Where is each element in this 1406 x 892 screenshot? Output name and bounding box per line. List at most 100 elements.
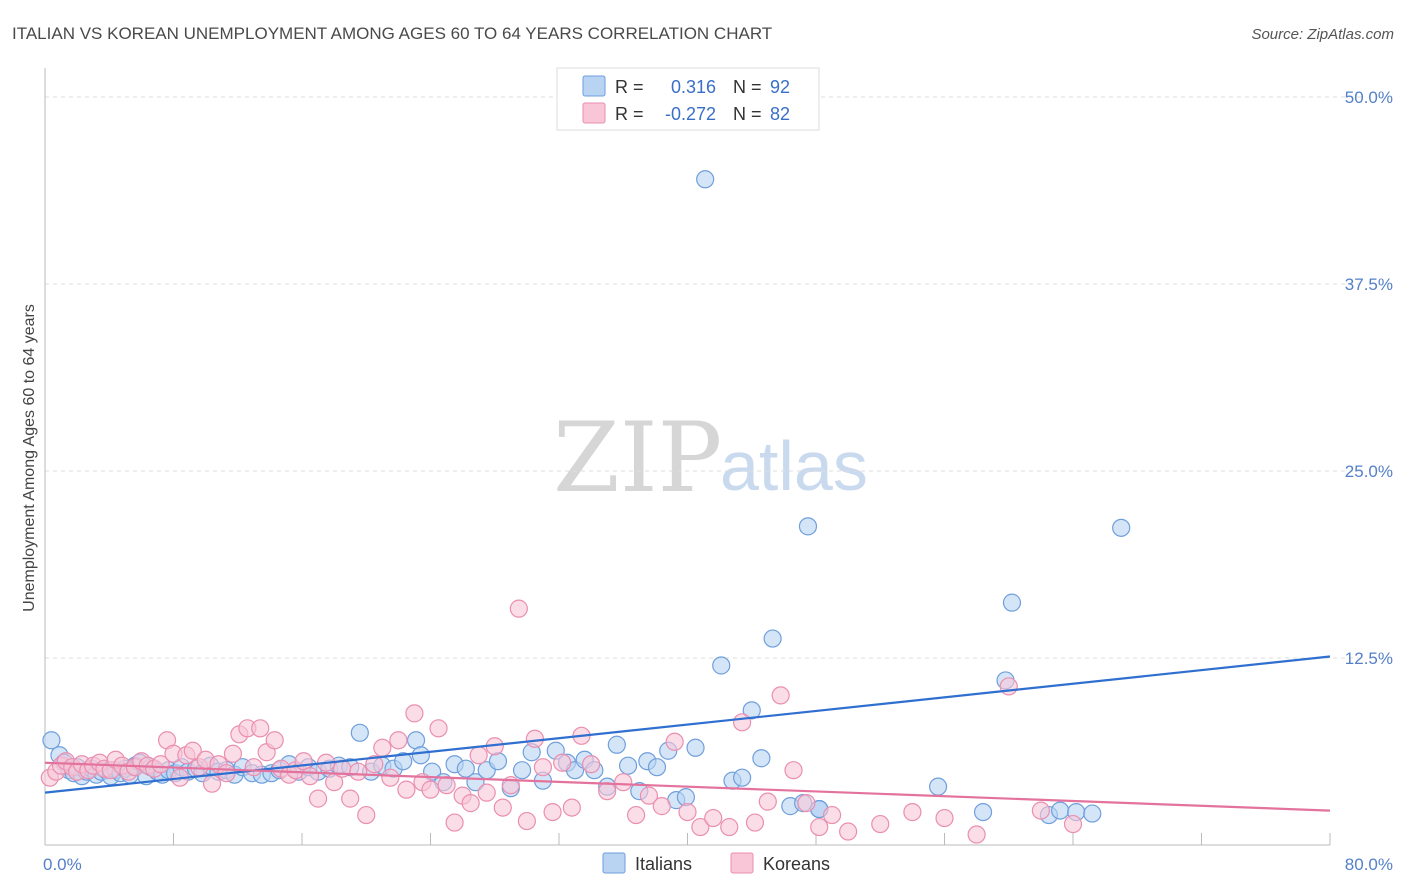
x-tick-label-max: 80.0% bbox=[1345, 855, 1393, 874]
italians-point-81 bbox=[733, 768, 752, 787]
koreans-point-68 bbox=[517, 811, 536, 831]
koreans-point-82 bbox=[678, 802, 697, 822]
legend-n-value-italians: 92 bbox=[770, 77, 790, 97]
italians-point-49 bbox=[394, 752, 413, 771]
italians-point-91 bbox=[928, 777, 948, 796]
legend-n-label-italians: N = bbox=[733, 77, 762, 97]
koreans-point-49 bbox=[365, 755, 384, 774]
koreans-point-41 bbox=[300, 767, 320, 786]
series-legend: Italians Koreans bbox=[602, 852, 830, 874]
koreans-point-77 bbox=[614, 773, 633, 792]
koreans-point-46 bbox=[341, 789, 360, 808]
koreans-point-92 bbox=[810, 817, 829, 837]
stats-legend: R = 0.316 N = 92 R = -0.272 N = 82 bbox=[556, 67, 820, 131]
koreans-point-30 bbox=[223, 744, 243, 763]
italians-point-0 bbox=[42, 731, 61, 750]
koreans-point-99 bbox=[999, 677, 1018, 696]
legend-n-label-koreans: N = bbox=[733, 104, 762, 124]
koreans-point-84 bbox=[704, 808, 723, 828]
legend-swatch-koreans bbox=[582, 102, 606, 124]
italians-point-70 bbox=[618, 756, 638, 775]
koreans-point-72 bbox=[553, 753, 572, 772]
koreans-point-19 bbox=[151, 755, 170, 774]
koreans-point-73 bbox=[562, 798, 581, 817]
koreans-point-91 bbox=[797, 794, 816, 813]
koreans-point-67 bbox=[509, 599, 528, 618]
axes bbox=[44, 68, 1331, 846]
italians-point-78 bbox=[696, 170, 715, 189]
koreans-point-57 bbox=[429, 719, 448, 738]
koreans-point-63 bbox=[477, 783, 496, 802]
koreans-point-62 bbox=[469, 746, 488, 765]
koreans-point-87 bbox=[745, 813, 765, 832]
koreans-point-58 bbox=[437, 776, 456, 795]
italians-point-92 bbox=[973, 802, 993, 822]
koreans-point-33 bbox=[244, 758, 263, 777]
italians-point-79 bbox=[712, 656, 731, 675]
koreans-point-97 bbox=[935, 808, 954, 828]
bottom-legend-label-koreans: Koreans bbox=[763, 854, 830, 874]
koreans-point-61 bbox=[461, 794, 480, 813]
koreans-point-27 bbox=[202, 774, 222, 793]
legend-r-label-italians: R = bbox=[615, 77, 644, 97]
italians-point-94 bbox=[1002, 593, 1022, 612]
gridlines bbox=[45, 96, 1365, 659]
italians-point-55 bbox=[456, 759, 475, 778]
chart-title: ITALIAN VS KOREAN UNEMPLOYMENT AMONG AGE… bbox=[12, 24, 772, 43]
bottom-legend-swatch-italians bbox=[602, 852, 626, 874]
koreans-point-76 bbox=[598, 782, 617, 801]
koreans-point-80 bbox=[652, 797, 671, 816]
y-tick-label-0: 12.5% bbox=[1345, 649, 1393, 668]
trend-lines bbox=[44, 655, 1331, 812]
koreans-point-48 bbox=[357, 805, 376, 825]
italians-point-76 bbox=[676, 788, 695, 807]
koreans-point-53 bbox=[397, 780, 416, 799]
y-tick-label-2: 37.5% bbox=[1345, 275, 1393, 294]
koreans-point-65 bbox=[493, 798, 512, 817]
y-tick-label-3: 50.0% bbox=[1345, 88, 1393, 107]
koreans-point-59 bbox=[445, 813, 464, 832]
koreans-point-93 bbox=[822, 805, 842, 825]
koreans-point-75 bbox=[582, 755, 601, 774]
legend-swatch-italians bbox=[582, 75, 606, 97]
italians-point-84 bbox=[763, 629, 782, 648]
koreans-point-100 bbox=[1031, 801, 1050, 820]
koreans-point-86 bbox=[733, 713, 752, 732]
italians-point-58 bbox=[488, 752, 508, 771]
source-label: Source: ZipAtlas.com bbox=[1251, 26, 1394, 43]
legend-r-label-koreans: R = bbox=[615, 104, 644, 124]
koreans-point-69 bbox=[525, 729, 545, 748]
legend-r-value-koreans: -0.272 bbox=[665, 104, 716, 124]
koreans-point-71 bbox=[543, 802, 562, 822]
koreans-point-50 bbox=[373, 738, 392, 757]
koreans-point-54 bbox=[405, 704, 424, 723]
koreans-point-95 bbox=[871, 814, 890, 834]
koreans-point-85 bbox=[720, 817, 739, 837]
koreans-point-79 bbox=[639, 786, 659, 805]
x-tick-label-min: 0.0% bbox=[43, 855, 82, 874]
italians-point-83 bbox=[752, 749, 771, 768]
bottom-legend-label-italians: Italians bbox=[635, 854, 692, 874]
italians-point-73 bbox=[647, 758, 667, 777]
koreans-point-94 bbox=[839, 822, 858, 841]
koreans-point-56 bbox=[421, 780, 440, 799]
koreans-point-42 bbox=[308, 789, 328, 808]
koreans-point-36 bbox=[265, 731, 284, 750]
koreans-point-24 bbox=[183, 741, 202, 760]
watermark-zip: ZIP bbox=[553, 402, 722, 514]
koreans-point-52 bbox=[389, 731, 408, 750]
koreans-point-47 bbox=[349, 762, 368, 781]
koreans-point-81 bbox=[665, 732, 684, 751]
watermark-atlas: atlas bbox=[720, 427, 868, 505]
koreans-point-34 bbox=[251, 719, 270, 738]
koreans-trend-line bbox=[44, 761, 1331, 812]
koreans-point-70 bbox=[533, 758, 553, 777]
italians-point-96 bbox=[1051, 801, 1070, 820]
koreans-point-51 bbox=[381, 768, 400, 787]
koreans-point-89 bbox=[771, 686, 790, 705]
tick-labels: 12.5% 25.0% 37.5% 50.0% 0.0% 80.0% bbox=[43, 88, 1393, 874]
italians-point-98 bbox=[1083, 804, 1102, 823]
italians-trend-line bbox=[44, 655, 1331, 794]
italians-point-51 bbox=[411, 746, 430, 765]
